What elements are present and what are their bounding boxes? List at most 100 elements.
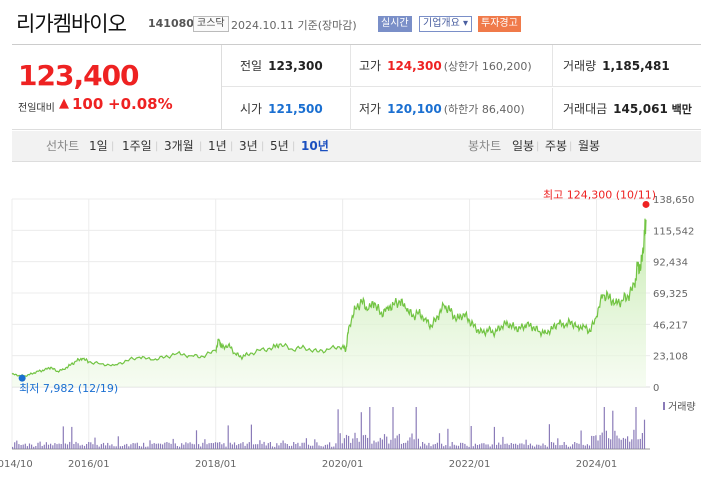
- volume-bar: [147, 446, 149, 449]
- volume-bar: [559, 445, 561, 449]
- y-tick-label: 138,650: [653, 195, 694, 206]
- trade-amount: 거래대금 145,061 백만: [552, 88, 701, 130]
- period-1d[interactable]: 1일: [89, 139, 108, 153]
- volume-bar: [43, 444, 45, 449]
- volume-bar: [447, 428, 449, 449]
- volume-bar: [643, 419, 646, 449]
- volume-bar: [550, 442, 553, 449]
- period-3y[interactable]: 3년: [239, 139, 258, 153]
- volume-bar: [326, 444, 329, 449]
- volume-bar: [286, 444, 288, 449]
- volume-bar: [605, 430, 607, 449]
- volume-bar: [305, 438, 307, 449]
- volume-bar: [512, 443, 515, 449]
- volume-bar: [278, 445, 280, 449]
- price-line: [11, 218, 647, 377]
- volume-bar: [561, 445, 563, 449]
- company-overview-button[interactable]: 기업개요 ▾: [419, 16, 472, 32]
- volume-bar: [557, 438, 559, 449]
- volume-bar: [299, 446, 301, 449]
- volume-bar: [599, 435, 601, 449]
- realtime-button[interactable]: 실시간: [378, 16, 412, 32]
- volume-bar: [31, 444, 33, 449]
- volume-bar: [375, 442, 377, 449]
- period-10y[interactable]: 10년: [301, 139, 329, 153]
- candle-daily[interactable]: 일봉: [512, 139, 535, 153]
- volume-bar: [493, 426, 495, 449]
- candle-weekly[interactable]: 주봉: [545, 139, 568, 153]
- volume-bar: [356, 438, 358, 449]
- volume-bar: [318, 445, 320, 449]
- volume-bar: [20, 445, 22, 449]
- volume-bar: [443, 446, 445, 449]
- volume-bar: [56, 444, 58, 449]
- volume-bar: [595, 435, 597, 449]
- volume-bar: [295, 444, 297, 449]
- volume-bar: [151, 443, 153, 449]
- volume-bar: [639, 438, 641, 449]
- volume-bar: [515, 443, 517, 449]
- volume-bar: [238, 444, 240, 449]
- price-chart-svg[interactable]: 138,650 115,542 92,434 69,325 46,217 23,108 0 2…: [0, 170, 701, 484]
- volume-bar: [250, 424, 252, 449]
- volume-bar: [496, 444, 498, 449]
- volume-bar: [616, 435, 618, 449]
- volume-bar: [597, 440, 599, 449]
- volume-bar: [364, 434, 367, 449]
- price-chart[interactable]: 138,650 115,542 92,434 69,325 46,217 23,108 0 2…: [0, 170, 701, 484]
- volume-bar: [28, 443, 31, 449]
- volume-bar: [377, 441, 379, 449]
- volume-bar: [191, 443, 193, 449]
- volume-bar: [358, 441, 360, 449]
- candle-monthly[interactable]: 월봉: [578, 139, 601, 153]
- volume-bar: [252, 444, 255, 449]
- volume-bar: [69, 441, 71, 449]
- volume-bar: [301, 442, 303, 449]
- volume-bar: [567, 446, 569, 449]
- period-1y[interactable]: 1년: [208, 139, 227, 153]
- volume-bar: [411, 433, 413, 449]
- volume-bar: [257, 444, 259, 449]
- x-tick-label: 2016/01: [68, 459, 110, 470]
- volume-bar: [73, 444, 75, 449]
- volume-bar: [77, 443, 79, 449]
- volume-bar: [627, 436, 629, 449]
- quote-row: 전일 123,300 고가 124,300 (상한가 160,200) 거래량 1,18…: [222, 45, 701, 87]
- volume-bar: [369, 407, 371, 449]
- volume-bar: [37, 442, 39, 449]
- volume-legend-swatch: [663, 402, 665, 410]
- volume-bar: [474, 443, 476, 449]
- volume-bar: [244, 445, 246, 449]
- volume-bar: [407, 440, 409, 449]
- volume-bar: [531, 445, 534, 449]
- volume-bar: [388, 443, 390, 449]
- min-label: 최저 7,982 (12/19): [19, 382, 118, 395]
- volume-bar: [223, 443, 225, 449]
- volume-bar: [172, 438, 174, 449]
- volume-bar: [637, 439, 639, 449]
- period-5y[interactable]: 5년: [270, 139, 289, 153]
- volume-bar: [633, 429, 635, 449]
- volume-bar: [185, 442, 187, 449]
- volume-bar: [487, 444, 489, 449]
- period-1w[interactable]: 1주일: [122, 139, 152, 153]
- volume-bar: [263, 441, 265, 449]
- divider: |: [569, 141, 573, 152]
- volume-bar: [162, 444, 164, 449]
- volume-bar: [39, 441, 41, 449]
- volume-bar: [426, 445, 428, 449]
- divider: |: [230, 141, 234, 152]
- volume-bar: [136, 442, 138, 449]
- volume-bar: [593, 436, 595, 449]
- volume-bar: [390, 439, 392, 449]
- quote-info-grid: 전일 123,300 고가 124,300 (상한가 160,200) 거래량 1,18…: [222, 45, 701, 130]
- volume-bar: [455, 445, 457, 449]
- volume-bar: [113, 446, 115, 449]
- volume-bar: [50, 443, 52, 449]
- volume-bar: [132, 443, 134, 449]
- volume-bar: [210, 443, 212, 449]
- investment-warning-badge[interactable]: 투자경고: [478, 16, 521, 32]
- volume-bar: [274, 446, 276, 449]
- period-3m[interactable]: 3개월: [164, 139, 194, 153]
- volume-bar: [584, 445, 586, 449]
